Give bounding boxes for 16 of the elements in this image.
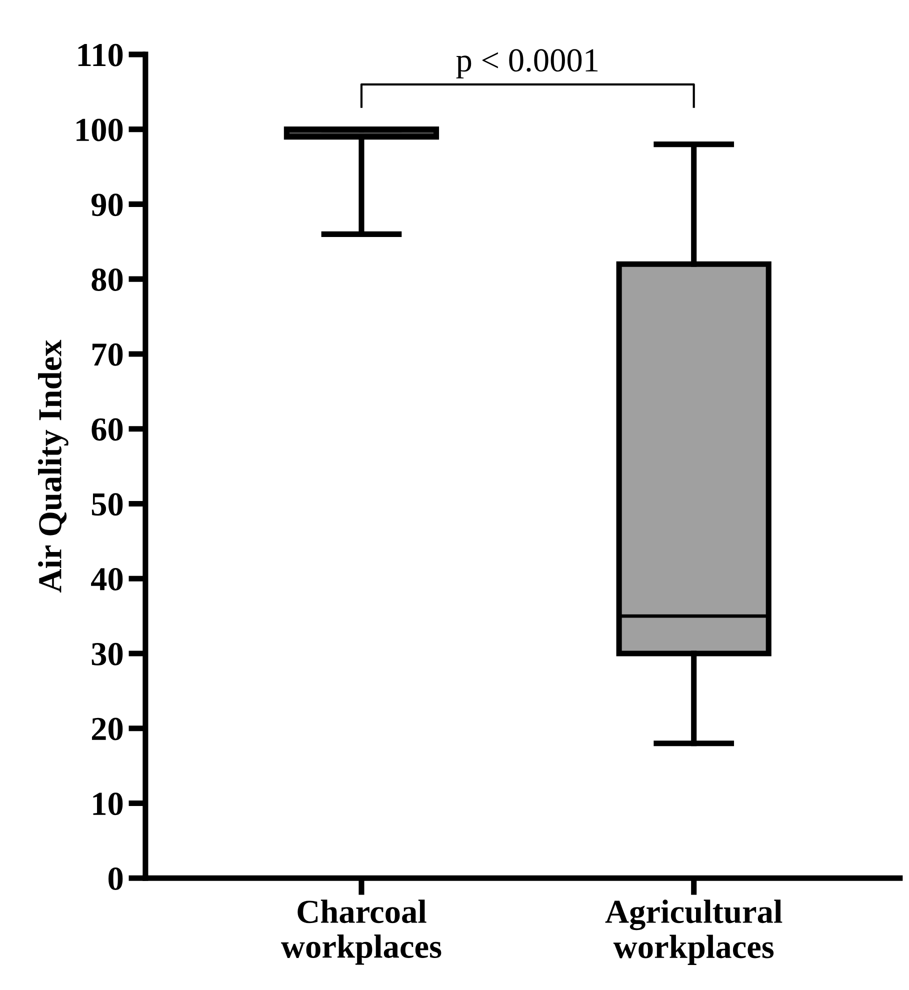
y-tick-label: 20 — [92, 718, 123, 740]
y-tick-label: 10 — [93, 792, 123, 816]
y-tick-label: 60 — [92, 418, 123, 441]
x-tick-label: Charcoal workplaces — [281, 900, 442, 965]
y-tick-label: 100 — [76, 118, 123, 142]
annotation: p < 0.0001 — [456, 49, 598, 78]
y-tick-label: 30 — [92, 642, 123, 666]
y-axis-title: Air Quality Index — [38, 340, 68, 593]
y-tick-label: 50 — [92, 493, 123, 516]
y-tick-label: 90 — [91, 194, 123, 216]
y-tick-label: 0 — [108, 868, 123, 890]
x-tick-label: Agricultural workplaces — [605, 900, 782, 966]
y-tick-label: 70 — [92, 343, 123, 366]
y-tick-label: 80 — [92, 268, 123, 291]
y-tick-label: 40 — [91, 568, 123, 591]
y-tick-label: 110 — [78, 44, 123, 66]
